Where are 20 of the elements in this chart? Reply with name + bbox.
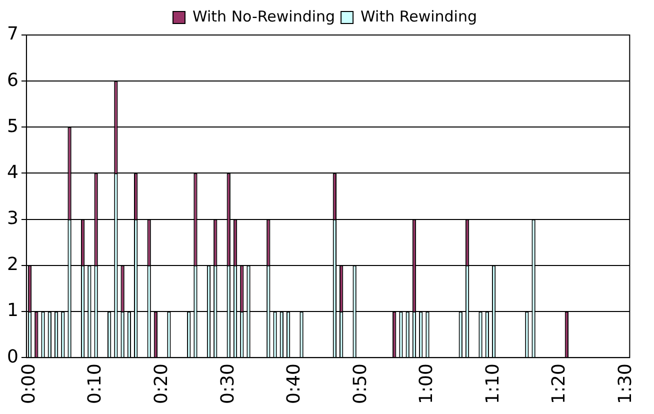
- x-tick-label: 0:20: [151, 364, 172, 404]
- x-tick-label: 0:00: [18, 364, 40, 404]
- y-tick-label: 3: [7, 208, 18, 230]
- x-tick-label: 0:40: [284, 364, 305, 404]
- x-tick-label: 1:10: [482, 364, 504, 404]
- x-tick-label: 0:30: [217, 364, 238, 404]
- x-tick-label: 0:50: [350, 364, 371, 404]
- x-tick-label: 1:20: [548, 364, 570, 404]
- y-tick-label: 5: [7, 116, 18, 137]
- legend-label: With Rewinding: [360, 7, 478, 26]
- y-tick-label: 0: [7, 346, 18, 368]
- x-tick-label: 1:00: [416, 364, 438, 404]
- y-tick-label: 6: [7, 70, 18, 91]
- legend-label: With No-Rewinding: [192, 7, 336, 26]
- y-tick-label: 1: [7, 300, 18, 322]
- y-tick-label: 7: [7, 24, 18, 45]
- y-tick-label: 4: [7, 162, 18, 183]
- x-tick-label: 1:30: [615, 364, 636, 404]
- y-tick-label: 2: [7, 254, 18, 276]
- x-tick-label: 0:10: [84, 364, 106, 404]
